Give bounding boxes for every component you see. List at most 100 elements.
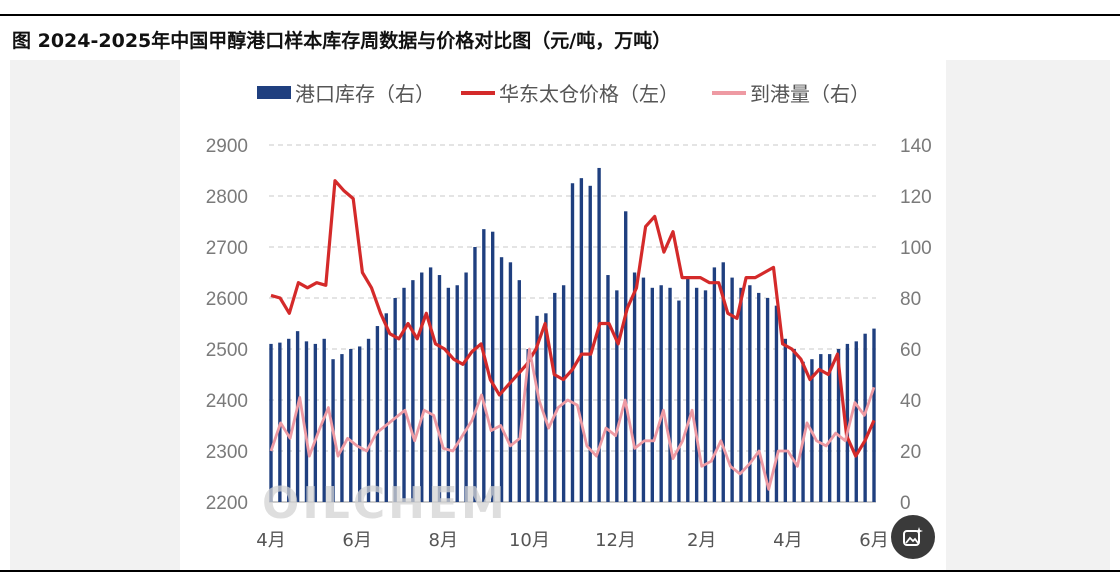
inventory-bar [349, 349, 353, 502]
y-left-tick-label: 2500 [206, 340, 248, 361]
inventory-bar [650, 287, 654, 502]
y-right-tick-label: 100 [900, 238, 932, 259]
inventory-bar [677, 300, 681, 502]
inventory-bar [792, 349, 796, 502]
inventory-bar [561, 285, 566, 502]
x-tick-label: 2月 [687, 530, 716, 551]
inventory-bar [836, 349, 841, 502]
image-tool-button[interactable] [891, 515, 935, 559]
inventory-bar [535, 315, 539, 502]
inventory-bar [641, 277, 646, 502]
inventory-bar [872, 328, 876, 502]
inventory-bar [597, 167, 601, 502]
inventory-bar [854, 341, 858, 502]
y-right-tick-label: 40 [900, 391, 921, 412]
arrival-line [269, 347, 876, 491]
y-right-tick-label: 60 [900, 340, 921, 361]
inventory-bar [446, 287, 451, 502]
inventory-bar [357, 346, 362, 502]
inventory-bar [765, 298, 770, 502]
inventory-bar [624, 211, 628, 503]
series-lines [269, 179, 876, 491]
inventory-bar [703, 290, 708, 502]
inventory-bar [464, 272, 468, 502]
y-left-tick-label: 2700 [206, 238, 248, 259]
inventory-bar [588, 185, 592, 503]
price-line [270, 179, 876, 458]
inventory-bar [827, 354, 832, 502]
y-left-tick-label: 2600 [206, 289, 248, 310]
y-left-tick-label: 2400 [206, 391, 248, 412]
inventory-bar [544, 313, 548, 502]
inventory-bar [313, 343, 318, 502]
x-tick-label: 12月 [595, 530, 636, 551]
inventory-bar [295, 331, 300, 502]
inventory-bar [287, 338, 291, 502]
inventory-bar [659, 285, 663, 502]
inventory-bar [366, 338, 371, 502]
inventory-bar [526, 349, 530, 502]
y-left-tick-label: 2200 [206, 493, 248, 514]
inventory-bar [579, 178, 584, 502]
inventory-bar [783, 338, 788, 502]
inventory-bar [712, 267, 717, 502]
inventory-bar [757, 292, 761, 502]
inventory-bar [668, 287, 672, 502]
y-right-tick-label: 0 [900, 493, 911, 514]
inventory-bar [340, 354, 344, 502]
watermark: OILCHEM [262, 478, 508, 529]
inventory-bar [721, 262, 725, 502]
y-right-tick-label: 140 [900, 136, 932, 157]
inventory-bar [570, 183, 575, 502]
x-tick-label: 6月 [859, 530, 888, 551]
inventory-bar [819, 354, 823, 502]
x-tick-label: 4月 [773, 530, 802, 551]
inventory-bar [845, 343, 850, 502]
legend-swatch-bar [257, 86, 291, 99]
top-rule [0, 14, 1120, 16]
y-left-tick-label: 2900 [206, 136, 248, 157]
inventory-bar [801, 361, 805, 502]
legend-label: 到港量（右） [750, 82, 870, 106]
inventory-bar [420, 272, 424, 502]
inventory-bar [694, 287, 699, 502]
x-tick-label: 10月 [509, 530, 550, 551]
legend: 港口库存（右） 华东太仓价格（左） 到港量（右） [257, 82, 870, 106]
inventory-bar [686, 277, 690, 502]
inventory-bar [863, 333, 867, 502]
inventory-bar [748, 285, 752, 502]
inventory-bar [428, 267, 433, 502]
inventory-bar [517, 280, 521, 502]
inventory-bar [774, 305, 779, 502]
x-tick-label: 8月 [429, 530, 458, 551]
y-right-tick-label: 80 [900, 289, 921, 310]
inventory-bar [402, 287, 406, 502]
inventory-bar [455, 285, 459, 502]
inventory-bar [384, 313, 388, 502]
legend-label: 华东太仓价格（左） [499, 82, 679, 106]
inventory-bar [491, 231, 495, 502]
inventory-bar [739, 287, 743, 502]
inventory-bar [437, 275, 442, 502]
inventory-bar [375, 326, 380, 502]
figure-title: 图 2024-2025年中国甲醇港口样本库存周数据与价格对比图（元/吨，万吨） [12, 30, 672, 52]
legend-label: 港口库存（右） [295, 82, 435, 106]
y-left-tick-label: 2300 [206, 442, 248, 463]
image-sparkle-icon [903, 527, 923, 546]
inventory-bar [615, 290, 619, 502]
inventory-bar [499, 257, 504, 502]
inventory-bar [632, 272, 637, 502]
inventory-bar [411, 280, 415, 502]
tick-labels: 2200 2300 2400 2500 2600 2700 2800 2900 0 20 40 60 8… [206, 136, 932, 551]
x-tick-label: 4月 [256, 530, 285, 551]
inventory-bar [553, 292, 557, 502]
inventory-bar [269, 343, 273, 502]
y-right-tick-label: 20 [900, 442, 921, 463]
y-left-tick-label: 2800 [206, 187, 248, 208]
inventory-bar [473, 247, 477, 502]
y-right-tick-label: 120 [900, 187, 932, 208]
inventory-bar [606, 275, 610, 502]
inventory-bar [730, 277, 734, 502]
x-tick-label: 6月 [342, 530, 371, 551]
